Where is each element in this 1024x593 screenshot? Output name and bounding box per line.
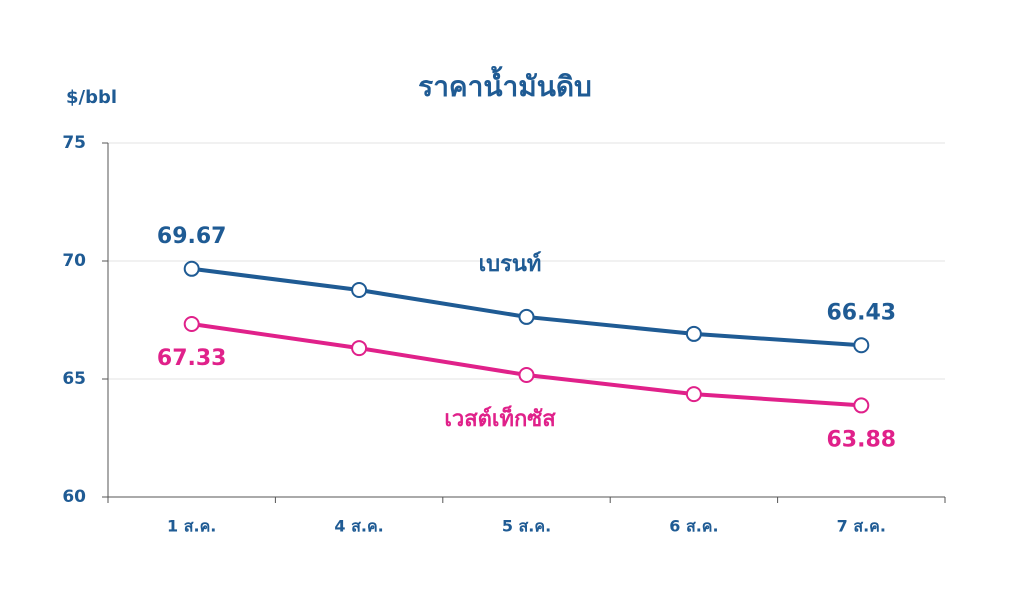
y-tick-label: 70 <box>62 251 86 271</box>
chart-title: ราคาน้ำมันดิบ <box>418 65 592 103</box>
series-line <box>191 322 862 408</box>
series-name: เบรนท์ <box>479 251 542 277</box>
data-label: 67.33 <box>157 346 227 371</box>
series-name: เวสต์เท็กซัส <box>444 404 556 432</box>
x-tick-label: 7 ส.ค. <box>837 517 886 536</box>
y-tick-label: 65 <box>62 369 86 389</box>
x-tick-label: 6 ส.ค. <box>669 517 718 536</box>
data-point <box>183 316 200 333</box>
y-axis-label: $/bbl <box>66 87 117 108</box>
data-point <box>183 260 200 277</box>
data-point <box>351 282 368 299</box>
data-point <box>351 340 368 357</box>
data-label: 69.67 <box>157 224 227 249</box>
data-point <box>518 308 535 325</box>
y-tick-label: 75 <box>62 133 86 153</box>
data-label: 63.88 <box>827 427 897 452</box>
x-tick-label: 5 ส.ค. <box>502 517 551 536</box>
data-point <box>518 366 535 383</box>
x-tick-label: 1 ส.ค. <box>167 517 216 536</box>
data-label: 66.43 <box>827 300 897 325</box>
data-point <box>685 325 702 342</box>
data-point <box>685 386 702 403</box>
x-tick-label: 4 ส.ค. <box>334 517 383 536</box>
series-line <box>191 266 862 348</box>
data-point <box>853 337 870 354</box>
y-tick-label: 60 <box>62 487 86 507</box>
data-point <box>853 397 870 414</box>
